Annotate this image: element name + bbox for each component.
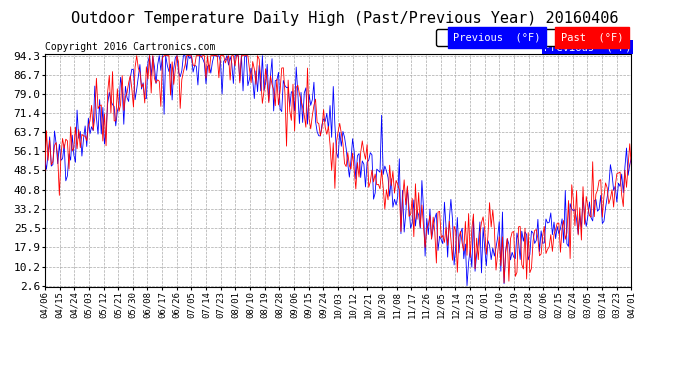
Text: Outdoor Temperature Daily High (Past/Previous Year) 20160406: Outdoor Temperature Daily High (Past/Pre… [71, 11, 619, 26]
Text: Copyright 2016 Cartronics.com: Copyright 2016 Cartronics.com [45, 42, 215, 52]
Legend: Previous  (°F), Past  (°F): Previous (°F), Past (°F) [435, 29, 626, 46]
Text: Previous  (°F): Previous (°F) [544, 42, 631, 52]
